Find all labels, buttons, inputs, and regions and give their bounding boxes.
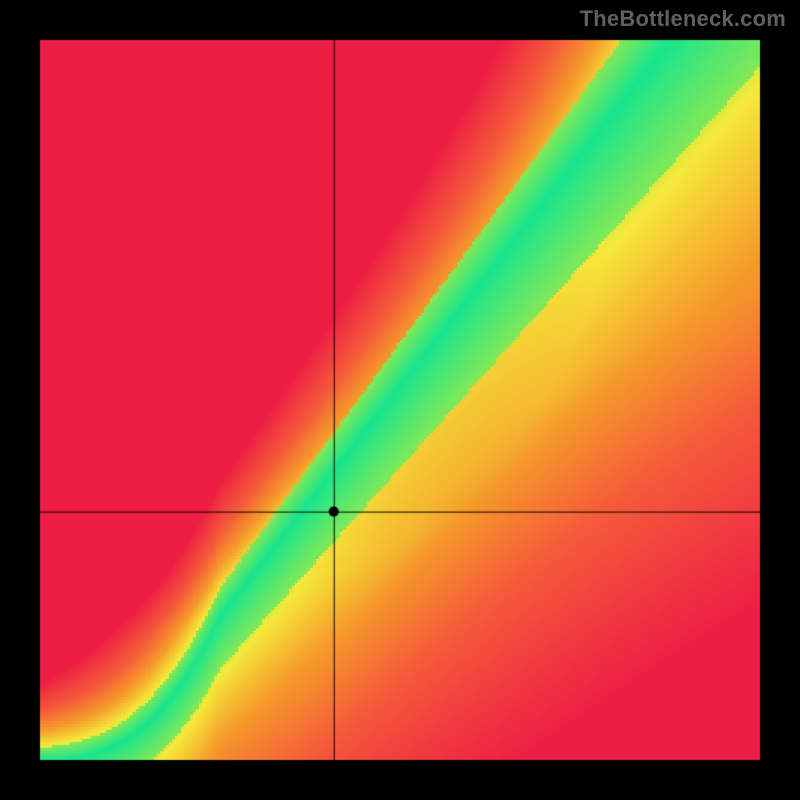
bottleneck-heatmap — [0, 0, 800, 800]
watermark-text: TheBottleneck.com — [580, 6, 786, 32]
